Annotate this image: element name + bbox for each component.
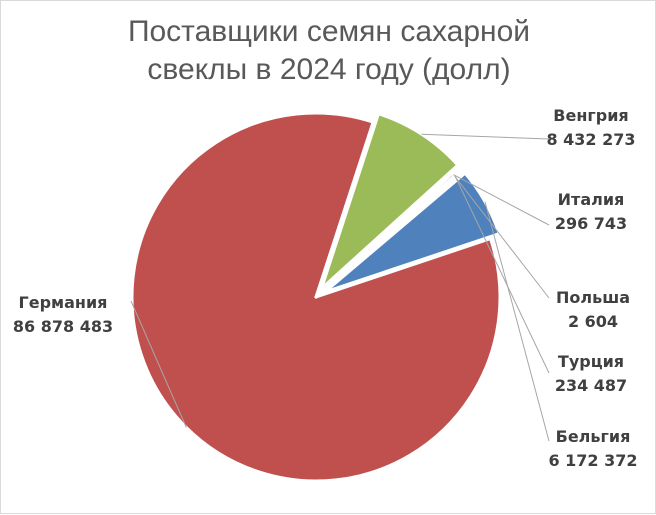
data-label-name-4: Турция <box>558 352 624 371</box>
data-label-value-0: 86 878 483 <box>13 317 113 336</box>
leader-lines <box>130 133 550 442</box>
data-label-name-1: Венгрия <box>553 106 628 125</box>
data-label-name-5: Бельгия <box>556 427 631 446</box>
pie-slice-1 <box>319 112 460 291</box>
data-label-value-4: 234 487 <box>555 376 627 395</box>
leader-line-5 <box>484 201 550 442</box>
data-labels: Германия 86 878 483 Венгрия 8 432 273 Италия… <box>13 106 638 470</box>
leader-line-0 <box>130 300 187 428</box>
data-label-value-1: 8 432 273 <box>546 130 635 149</box>
data-label-value-2: 296 743 <box>555 214 627 233</box>
leader-line-2 <box>453 174 550 226</box>
leader-line-1 <box>421 133 550 140</box>
chart-title-line-2: свеклы в 2024 году (долл) <box>147 53 511 86</box>
chart-title: Поставщики семян сахарной свеклы в 2024 … <box>1 13 656 89</box>
data-label-value-5: 6 172 372 <box>548 451 637 470</box>
pie-slices <box>130 111 502 483</box>
leader-line-3 <box>454 175 550 299</box>
chart-title-line-1: Поставщики семян сахарной <box>127 15 531 48</box>
leader-line-4 <box>455 176 550 374</box>
data-label-name-0: Германия <box>19 293 108 312</box>
data-label-name-3: Польша <box>556 288 630 307</box>
data-label-name-2: Италия <box>558 190 625 209</box>
data-label-value-3: 2 604 <box>568 312 618 331</box>
